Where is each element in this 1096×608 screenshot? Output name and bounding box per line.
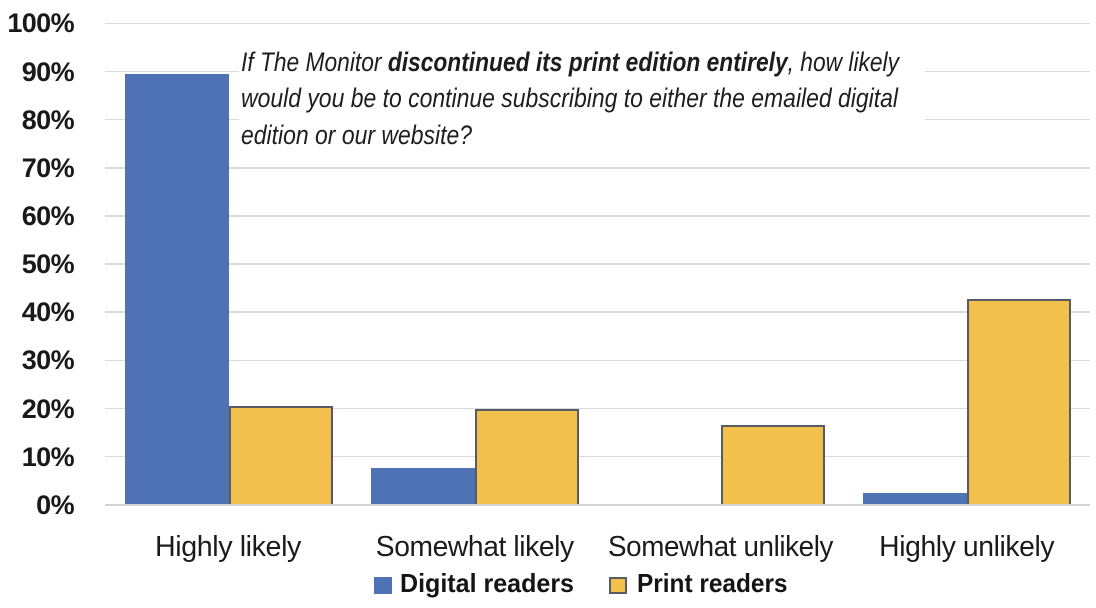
gridline-30 bbox=[105, 359, 1090, 362]
y-tick-label-60pct: 60% bbox=[21, 200, 75, 231]
gridline-50 bbox=[105, 263, 1090, 265]
x-axis-line bbox=[105, 503, 1090, 506]
bar-digital-1 bbox=[124, 73, 229, 504]
bar-digital-4 bbox=[863, 493, 968, 504]
gridline-20 bbox=[105, 407, 1090, 410]
bar-print-3 bbox=[721, 424, 826, 504]
question-text: If The Monitor discontinued its print ed… bbox=[241, 44, 1021, 154]
gridline-10 bbox=[105, 455, 1090, 458]
gridline-100 bbox=[105, 22, 1090, 25]
y-tick-label-80pct: 80% bbox=[21, 104, 75, 135]
gridline-60 bbox=[105, 215, 1090, 217]
legend-swatch-print-readers bbox=[609, 577, 627, 594]
y-tick-label-70pct: 70% bbox=[21, 152, 75, 183]
legend-swatch-digital-readers bbox=[374, 577, 392, 594]
question-text-box: If The Monitor discontinued its print ed… bbox=[239, 26, 925, 160]
y-tick-label-50pct: 50% bbox=[21, 249, 75, 280]
gridline-70 bbox=[105, 167, 1090, 169]
legend-label-print-readers: Print readers bbox=[637, 568, 788, 598]
bar-print-1 bbox=[228, 406, 333, 504]
bar-digital-2 bbox=[370, 468, 475, 504]
y-tick-label-40pct: 40% bbox=[21, 297, 75, 328]
y-tick-label-10pct: 10% bbox=[21, 441, 75, 472]
y-tick-label-30pct: 30% bbox=[21, 345, 75, 376]
y-tick-label-90pct: 90% bbox=[21, 56, 75, 87]
y-tick-label-100pct: 100% bbox=[7, 8, 74, 39]
y-tick-label-20pct: 20% bbox=[21, 393, 75, 424]
bar-print-2 bbox=[474, 408, 579, 504]
gridline-40 bbox=[105, 311, 1090, 314]
question-line-1: If The Monitor discontinued its print ed… bbox=[241, 46, 899, 77]
bar-print-4 bbox=[967, 298, 1072, 504]
question-line-2: would you be to continue subscribing to … bbox=[241, 83, 898, 113]
y-tick-label-0pct: 0% bbox=[36, 489, 74, 520]
question-line-3: edition or our website? bbox=[241, 119, 472, 150]
legend-label-digital-readers: Digital readers bbox=[400, 568, 574, 598]
